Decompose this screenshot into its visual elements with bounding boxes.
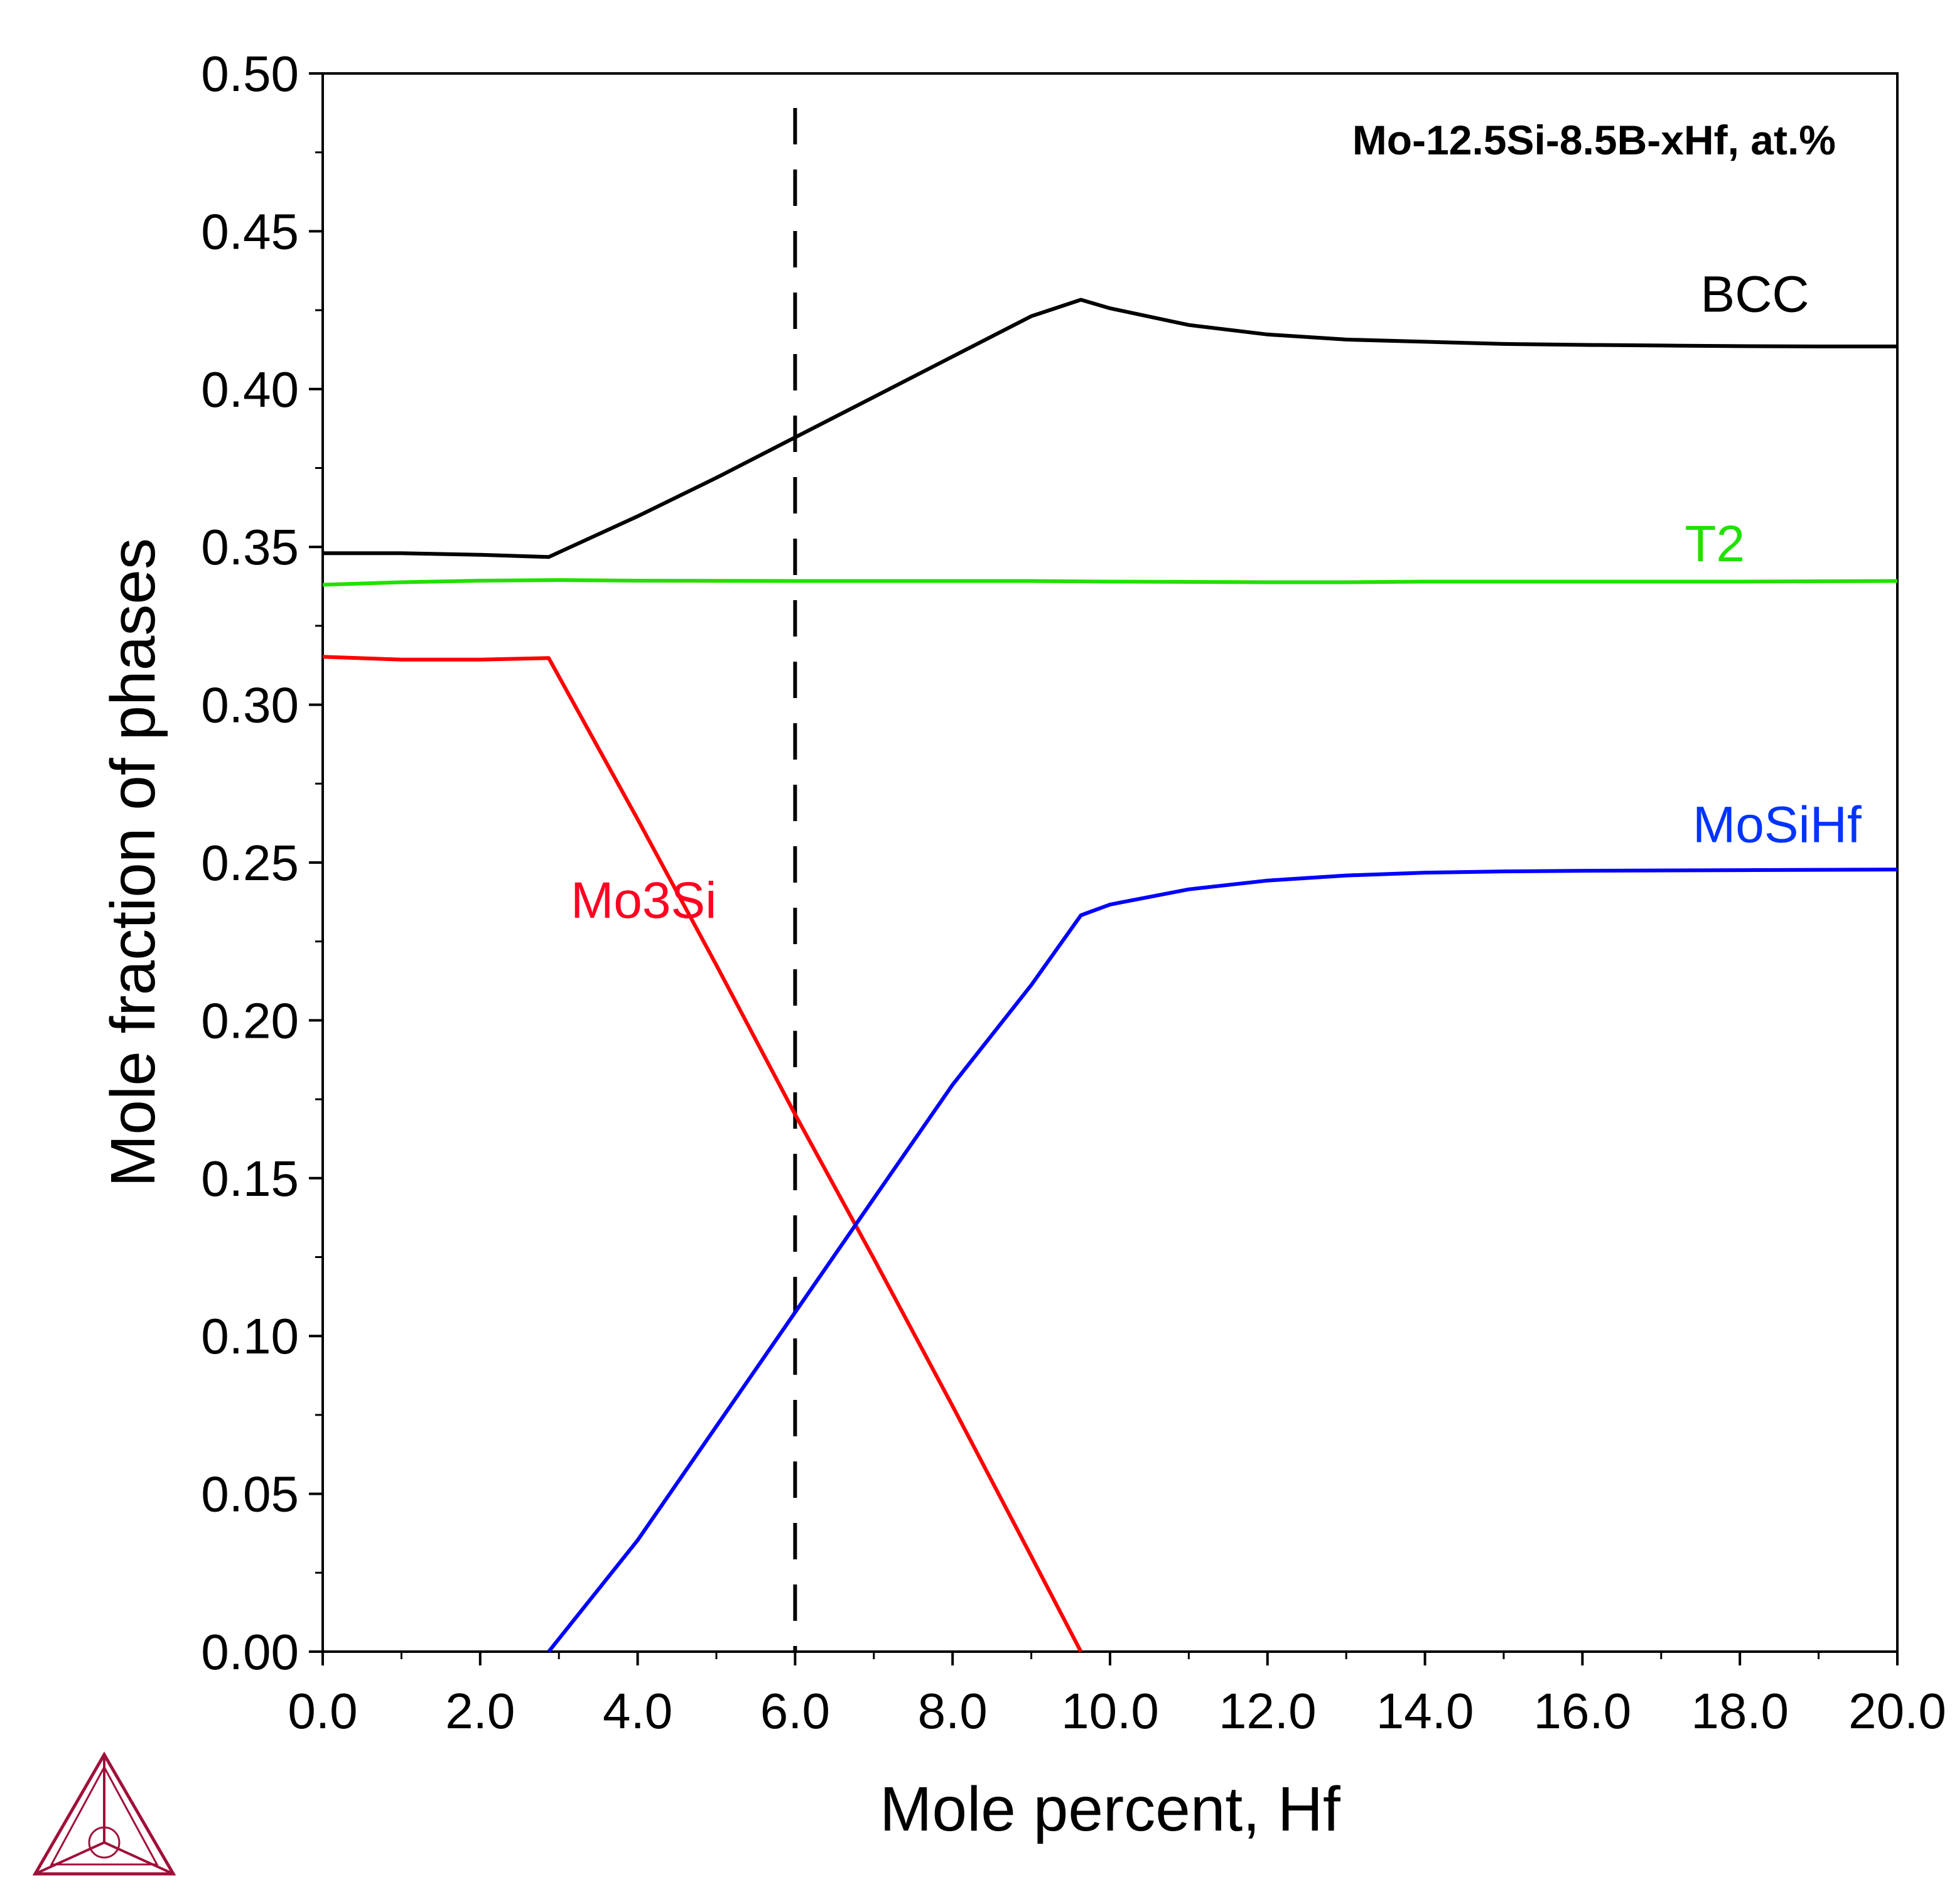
y-tick-label: 0.05	[201, 1466, 299, 1522]
series-label-bcc: BCC	[1701, 266, 1809, 323]
series-label-mo3si: Mo3Si	[571, 872, 716, 929]
x-tick-label: 12.0	[1219, 1683, 1317, 1739]
x-tick-label: 18.0	[1691, 1683, 1789, 1739]
x-tick-label: 20.0	[1848, 1683, 1946, 1739]
x-tick-label: 0.0	[288, 1683, 357, 1739]
series-line-t2	[322, 578, 1898, 587]
chart-title: Mo-12.5Si-8.5B-xHf, at.%	[1352, 117, 1836, 163]
y-tick-label: 0.25	[201, 835, 299, 891]
x-tick-label: 16.0	[1534, 1683, 1632, 1739]
y-tick-label: 0.35	[201, 519, 299, 575]
y-tick-label: 0.30	[201, 677, 299, 733]
y-tick-label: 0.40	[201, 362, 299, 417]
series-label-mosihf: MoSiHf	[1693, 796, 1862, 853]
series-lines	[322, 298, 1898, 1653]
series-line-mo3si	[322, 655, 1083, 1653]
x-tick-label: 4.0	[603, 1683, 672, 1739]
y-tick-label: 0.00	[201, 1624, 299, 1680]
y-tick-label: 0.20	[201, 992, 299, 1048]
x-tick-label: 8.0	[918, 1683, 988, 1739]
y-tick-label: 0.10	[201, 1308, 299, 1364]
y-axis-ticks: 0.00 0.05 0.10 0.15 0.20 0.25 0.30 0.35 0.40 0.45…	[201, 46, 323, 1680]
x-axis-ticks: 0.0 2.0 4.0 6.0 8.0 10.0 12.0 14.0 16.0 18.0 20.0	[288, 1652, 1946, 1739]
x-tick-label: 6.0	[760, 1683, 830, 1739]
x-axis-title: Mole percent, Hf	[880, 1774, 1340, 1844]
series-label-t2: T2	[1685, 515, 1745, 573]
series-line-mosihf	[547, 868, 1898, 1653]
series-labels: BCC T2 Mo3Si MoSiHf	[571, 266, 1862, 929]
y-tick-label: 0.50	[201, 46, 299, 102]
y-tick-label: 0.45	[201, 203, 299, 259]
triangle-logo-icon	[32, 1751, 176, 1876]
x-tick-label: 14.0	[1376, 1683, 1474, 1739]
series-line-bcc	[323, 298, 1897, 559]
y-axis-title: Mole fraction of phases	[98, 538, 168, 1187]
x-tick-label: 10.0	[1061, 1683, 1159, 1739]
x-tick-label: 2.0	[445, 1683, 515, 1739]
y-tick-label: 0.15	[201, 1151, 299, 1207]
